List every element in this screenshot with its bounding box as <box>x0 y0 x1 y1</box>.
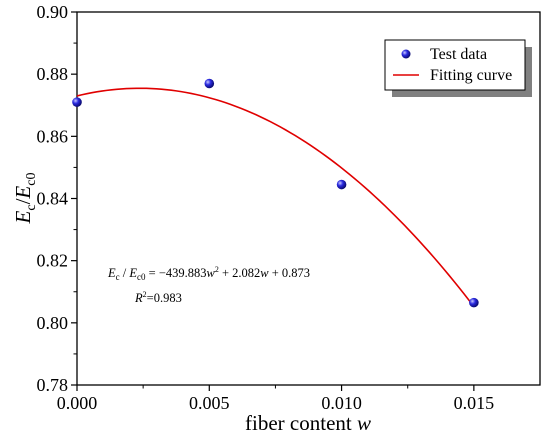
x-axis-title-var: w <box>357 411 371 435</box>
fit-equation: Ec / Ec0 = −439.883w2 + 2.082w + 0.873 <box>107 265 310 282</box>
legend-label-fitting-curve: Fitting curve <box>430 67 512 84</box>
y-title-c: c <box>24 204 39 210</box>
x-tick-label: 0.000 <box>57 393 98 413</box>
eq-tail: + 0.873 <box>269 266 310 280</box>
x-axis-ticks: 0.000 0.005 0.010 0.015 <box>57 385 494 413</box>
eq-w2: w <box>260 266 269 280</box>
eq-lhs-c0: c0 <box>137 272 146 282</box>
test-data-points <box>72 78 479 308</box>
r-label: R <box>134 291 143 305</box>
r-squared: R2=0.983 <box>134 290 182 305</box>
x-axis-title: fiber content w <box>245 411 371 435</box>
eq-lhs-slash: / <box>120 266 130 280</box>
x-axis-title-text: fiber content <box>245 411 352 435</box>
legend-box <box>384 39 526 91</box>
y-tick-label: 0.78 <box>37 375 69 395</box>
y-title-e0: E <box>11 186 35 200</box>
y-title-slash: / <box>11 198 35 204</box>
data-point <box>336 179 347 190</box>
eq-rhs-a: = −439.883 <box>146 266 207 280</box>
y-tick-label: 0.86 <box>37 126 69 146</box>
r-value: =0.983 <box>147 291 182 305</box>
fitting-curve-line <box>76 87 475 307</box>
data-point <box>72 97 82 107</box>
y-tick-label: 0.84 <box>37 189 69 209</box>
eq-lhs-c: c <box>116 272 120 282</box>
y-title-e: E <box>11 210 35 224</box>
y-axis-title: Ec/Ec0 <box>11 173 39 225</box>
eq-w1: w <box>207 266 216 280</box>
legend-label-test-data: Test data <box>430 46 487 63</box>
eq-lhs-e: E <box>107 266 116 280</box>
x-tick-label: 0.005 <box>189 393 230 413</box>
legend-marker-test-data <box>401 49 411 59</box>
y-tick-label: 0.80 <box>37 313 69 333</box>
x-tick-label: 0.010 <box>321 393 362 413</box>
y-tick-label: 0.88 <box>37 64 69 84</box>
data-point <box>204 78 215 89</box>
data-point <box>469 297 479 308</box>
eq-sup2: 2 <box>215 265 219 274</box>
y-tick-label: 0.90 <box>37 2 69 22</box>
eq-lhs-e2: E <box>128 266 137 280</box>
y-tick-label: 0.82 <box>37 251 69 271</box>
x-tick-label: 0.015 <box>454 393 495 413</box>
y-axis-ticks: 0.78 0.80 0.82 0.84 0.86 0.88 0.90 <box>37 2 77 395</box>
y-title-c0: c0 <box>24 173 39 186</box>
legend: Test data Fitting curve <box>384 39 532 97</box>
eq-mid: + 2.082 <box>219 266 260 280</box>
r-sup: 2 <box>143 290 147 299</box>
